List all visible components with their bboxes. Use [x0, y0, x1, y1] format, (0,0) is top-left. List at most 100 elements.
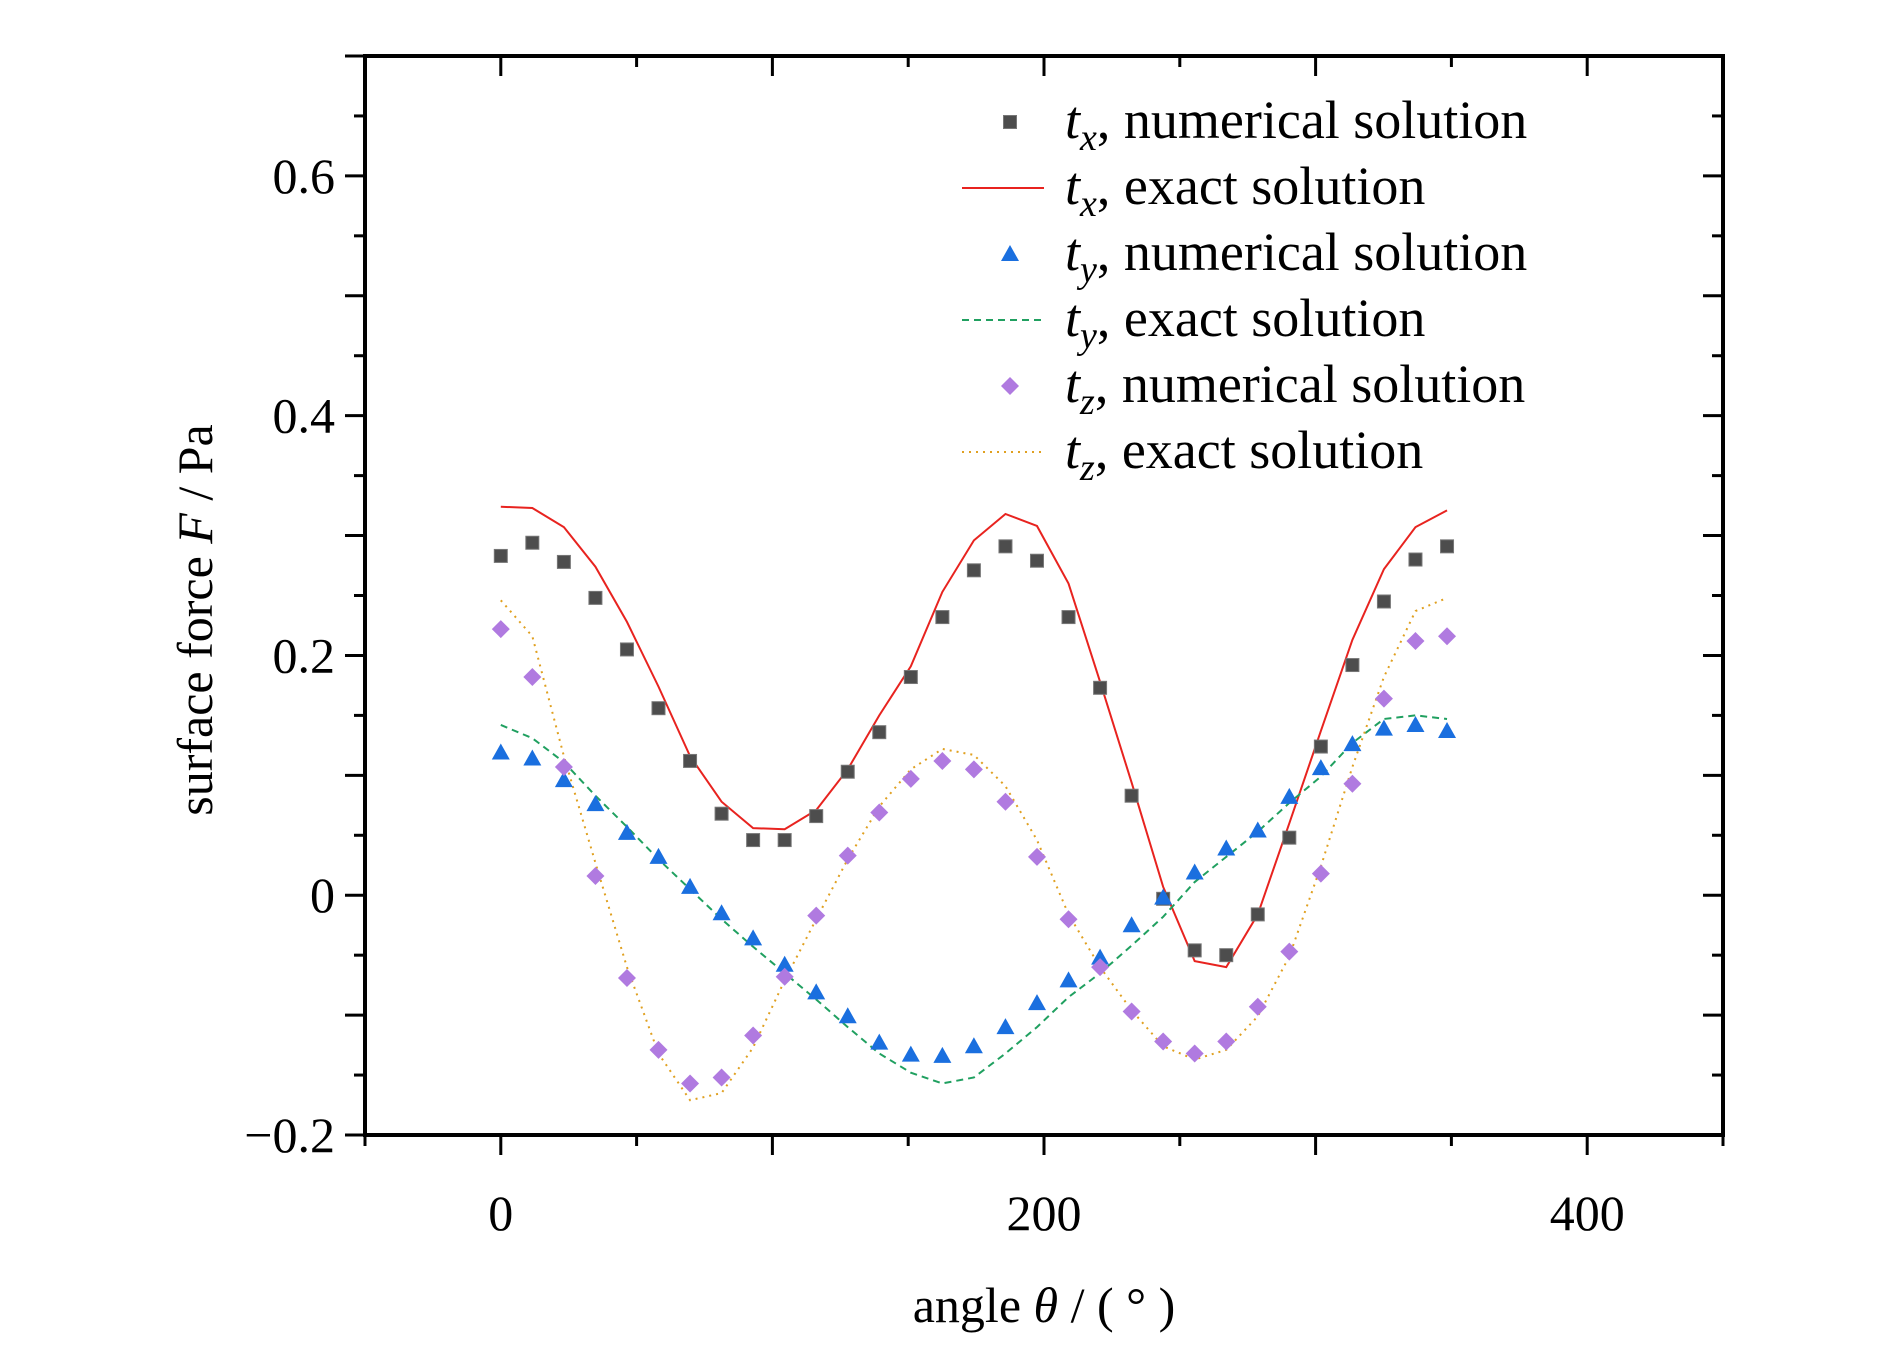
data-point-series-0 — [998, 539, 1013, 554]
data-point-series-2 — [586, 795, 605, 812]
data-point-series-4 — [649, 1040, 668, 1059]
data-point-series-4 — [775, 967, 794, 986]
data-point-series-2 — [1343, 735, 1362, 752]
y-axis-title: surface force F / Pa — [167, 424, 223, 815]
data-point-series-0 — [935, 610, 950, 625]
data-point-series-2 — [1059, 971, 1078, 988]
data-point-series-4 — [586, 867, 605, 886]
data-point-series-0 — [1219, 948, 1234, 963]
legend-marker-swatch — [1001, 245, 1019, 261]
y-tick-label: 0 — [310, 867, 335, 923]
data-point-series-2 — [996, 1018, 1015, 1035]
data-point-series-4 — [1154, 1032, 1173, 1051]
legend-entry: tx, numerical solution — [1003, 90, 1527, 159]
data-point-series-4 — [712, 1068, 731, 1087]
data-point-series-0 — [966, 563, 981, 578]
y-tick-label: 0.4 — [273, 388, 336, 444]
legend-label: tz, exact solution — [1065, 420, 1423, 489]
data-point-series-2 — [775, 955, 794, 972]
data-point-series-2 — [838, 1007, 857, 1024]
data-point-series-2 — [681, 877, 700, 894]
data-point-series-2 — [1122, 916, 1141, 933]
data-point-series-4 — [1343, 774, 1362, 793]
x-tick-label: 200 — [1007, 1185, 1082, 1241]
plot-frame — [363, 54, 1725, 1137]
data-point-series-0 — [1187, 943, 1202, 958]
legend-label: ty, numerical solution — [1065, 222, 1527, 291]
data-point-series-0 — [683, 753, 698, 768]
x-tick-label: 400 — [1550, 1185, 1625, 1241]
data-point-series-4 — [554, 757, 573, 776]
data-point-series-0 — [1440, 539, 1455, 554]
data-point-series-4 — [964, 760, 983, 779]
legend-entry: tz, numerical solution — [1001, 354, 1525, 423]
data-point-series-4 — [838, 846, 857, 865]
data-point-series-4 — [491, 620, 510, 639]
data-point-series-2 — [1374, 719, 1393, 736]
data-point-series-0 — [746, 833, 761, 848]
legend-marker-swatch — [1001, 377, 1019, 395]
data-point-series-0 — [1376, 594, 1391, 609]
legend-label: ty, exact solution — [1065, 288, 1425, 357]
data-point-series-0 — [1313, 739, 1328, 754]
data-point-series-4 — [933, 751, 952, 770]
data-point-series-2 — [744, 929, 763, 946]
data-point-series-4 — [1280, 942, 1299, 961]
legend-entry: tz, exact solution — [962, 420, 1423, 489]
x-tick-label: 0 — [488, 1185, 513, 1241]
legend-label: tz, numerical solution — [1065, 354, 1525, 423]
data-point-series-4 — [1122, 1002, 1141, 1021]
data-point-series-0 — [840, 764, 855, 779]
data-point-series-0 — [556, 554, 571, 569]
data-point-series-2 — [1027, 994, 1046, 1011]
y-tick-label: −0.2 — [244, 1107, 335, 1163]
y-tick-label: 0.6 — [273, 148, 336, 204]
data-point-series-0 — [619, 642, 634, 657]
data-point-series-0 — [777, 833, 792, 848]
data-point-series-2 — [1280, 787, 1299, 804]
data-point-series-2 — [491, 743, 510, 760]
data-point-series-4 — [1406, 632, 1425, 651]
data-point-series-2 — [1217, 839, 1236, 856]
data-point-series-2 — [964, 1037, 983, 1054]
data-point-series-0 — [525, 535, 540, 550]
data-point-series-2 — [617, 823, 636, 840]
data-point-series-0 — [651, 701, 666, 716]
data-point-series-2 — [807, 983, 826, 1000]
legend-entry: tx, exact solution — [962, 156, 1425, 225]
series-line-1 — [500, 505, 1448, 969]
data-point-series-4 — [1438, 627, 1457, 646]
data-point-series-2 — [1438, 721, 1457, 738]
data-point-series-0 — [1093, 680, 1108, 695]
data-point-series-2 — [901, 1045, 920, 1062]
legend-marker-swatch — [1003, 115, 1017, 129]
data-point-series-4 — [1248, 997, 1267, 1016]
data-point-series-2 — [1185, 863, 1204, 880]
data-point-series-2 — [1248, 821, 1267, 838]
series-line-5 — [500, 596, 1448, 1102]
plot-area — [491, 505, 1457, 1102]
legend-label: tx, numerical solution — [1065, 90, 1527, 159]
data-point-series-4 — [681, 1074, 700, 1093]
data-point-series-4 — [1091, 958, 1110, 977]
data-point-series-2 — [1406, 715, 1425, 732]
data-point-series-4 — [996, 792, 1015, 811]
data-point-series-0 — [809, 809, 824, 824]
data-point-series-0 — [1282, 830, 1297, 845]
data-point-series-2 — [649, 847, 668, 864]
data-point-series-0 — [903, 670, 918, 685]
data-point-series-2 — [870, 1033, 889, 1050]
data-point-series-0 — [1250, 907, 1265, 922]
data-point-series-4 — [807, 906, 826, 925]
axes: 0 200 400 −0.2 0 0.2 0.4 0.6 — [244, 54, 1725, 1241]
data-point-series-4 — [1374, 689, 1393, 708]
y-tick-label: 0.2 — [273, 627, 336, 683]
data-point-series-4 — [523, 668, 542, 687]
data-point-series-2 — [554, 771, 573, 788]
legend-entry: ty, numerical solution — [1001, 222, 1527, 291]
data-point-series-4 — [1217, 1032, 1236, 1051]
legend-entry: ty, exact solution — [962, 288, 1425, 357]
data-point-series-0 — [872, 725, 887, 740]
